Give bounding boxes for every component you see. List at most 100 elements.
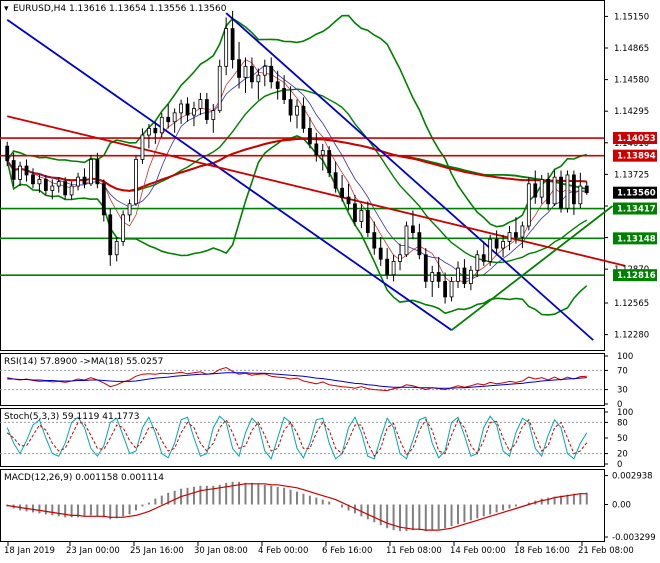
candle <box>18 161 22 187</box>
time-tick-label: 18 Jan 2019 <box>4 546 55 556</box>
rsi-pane[interactable] <box>0 353 605 406</box>
candle-body <box>295 105 299 116</box>
candle-body <box>24 165 29 176</box>
candle <box>89 154 93 187</box>
candle <box>172 108 177 133</box>
candle <box>192 101 196 127</box>
candle-body <box>18 165 22 180</box>
candle-body <box>31 174 35 185</box>
stochastic-tick-label: 80 <box>617 418 628 428</box>
candle <box>185 97 190 122</box>
candle-body <box>333 172 338 189</box>
candle <box>340 174 344 202</box>
candle-body <box>488 238 493 262</box>
candle-body <box>288 99 293 116</box>
candle-body <box>275 81 280 89</box>
price-level-label: 1.13148 <box>617 234 656 244</box>
stochastic-plot-layer <box>0 415 604 460</box>
stochastic-tick-label: 0 <box>617 460 622 470</box>
candle <box>578 172 583 209</box>
candle <box>481 241 486 266</box>
price-level-box <box>613 149 657 162</box>
candle <box>372 221 377 255</box>
rsi-label: RSI(14) 57.8900 ->MA(18) 55.0257 <box>4 357 163 367</box>
candle <box>217 59 222 113</box>
time-tick-label: 14 Feb 00:00 <box>450 546 506 556</box>
candle-body <box>95 159 100 185</box>
candle-body <box>185 103 190 116</box>
candle-body <box>153 127 158 134</box>
candle <box>436 256 441 289</box>
price-level-box <box>613 186 657 199</box>
candle-body <box>243 65 248 78</box>
candle-body <box>37 178 42 185</box>
candle <box>11 152 16 187</box>
time-tick-label: 23 Jan 00:00 <box>66 546 120 556</box>
candle-body <box>282 88 287 100</box>
candle <box>488 234 493 266</box>
candle-body <box>481 254 486 262</box>
candle-body <box>5 145 10 161</box>
candle <box>462 259 467 289</box>
stochastic-pane[interactable] <box>0 408 605 467</box>
candle <box>526 177 531 231</box>
candle <box>494 230 499 255</box>
candle-body <box>578 185 583 205</box>
price-level-label: 1.13894 <box>617 152 656 162</box>
candle <box>301 97 306 133</box>
candle <box>243 57 248 93</box>
candle-body <box>108 214 113 256</box>
green-support-line <box>450 205 614 331</box>
stochastic-label: Stoch(5,3,3) 59.1119 41.1773 <box>4 412 139 422</box>
candle-body <box>584 185 589 194</box>
candle <box>198 92 203 116</box>
candle-body <box>63 181 68 196</box>
candle <box>56 177 61 193</box>
candle-body <box>82 176 87 185</box>
candle <box>449 276 454 302</box>
candle <box>539 174 544 204</box>
candle <box>468 265 473 291</box>
candle-body <box>365 210 370 233</box>
candle <box>520 221 525 249</box>
candle-body <box>411 225 415 233</box>
stochastic-tick-label: 100 <box>617 408 633 418</box>
candle-body <box>559 176 563 209</box>
candle-body <box>134 159 138 205</box>
candle <box>346 183 351 211</box>
rsi-tick-label: 0 <box>617 400 622 410</box>
candle <box>275 70 280 100</box>
candle-body <box>43 178 48 191</box>
macd-tick-label: -0.003299 <box>612 533 656 543</box>
blue-channel-outer <box>6 19 453 331</box>
candle <box>584 181 589 195</box>
candle-body <box>359 210 364 222</box>
candle-body <box>449 280 454 298</box>
candle <box>359 203 364 229</box>
candle <box>237 41 241 89</box>
candle-body <box>346 196 351 205</box>
candle-body <box>572 174 576 205</box>
candle <box>456 261 460 289</box>
candle <box>250 57 254 89</box>
candle-body <box>565 174 570 209</box>
rsi-tick-label: 100 <box>617 352 633 362</box>
candle <box>533 170 538 204</box>
candle <box>572 170 576 215</box>
candle <box>475 250 480 277</box>
candle <box>320 143 325 171</box>
price-tick-label: 1.12565 <box>614 299 649 309</box>
candle-body <box>501 241 505 249</box>
time-tick-label: 11 Feb 08:00 <box>386 546 442 556</box>
candle <box>559 170 563 213</box>
candle-body <box>327 150 332 174</box>
candle <box>507 225 512 251</box>
price-level-label: 1.12816 <box>617 271 656 281</box>
candle-body <box>378 247 383 260</box>
candle-body <box>391 261 396 276</box>
candle-body <box>468 269 473 284</box>
price-tick-label: 1.14580 <box>614 76 649 86</box>
price-plot-layer <box>0 10 626 341</box>
